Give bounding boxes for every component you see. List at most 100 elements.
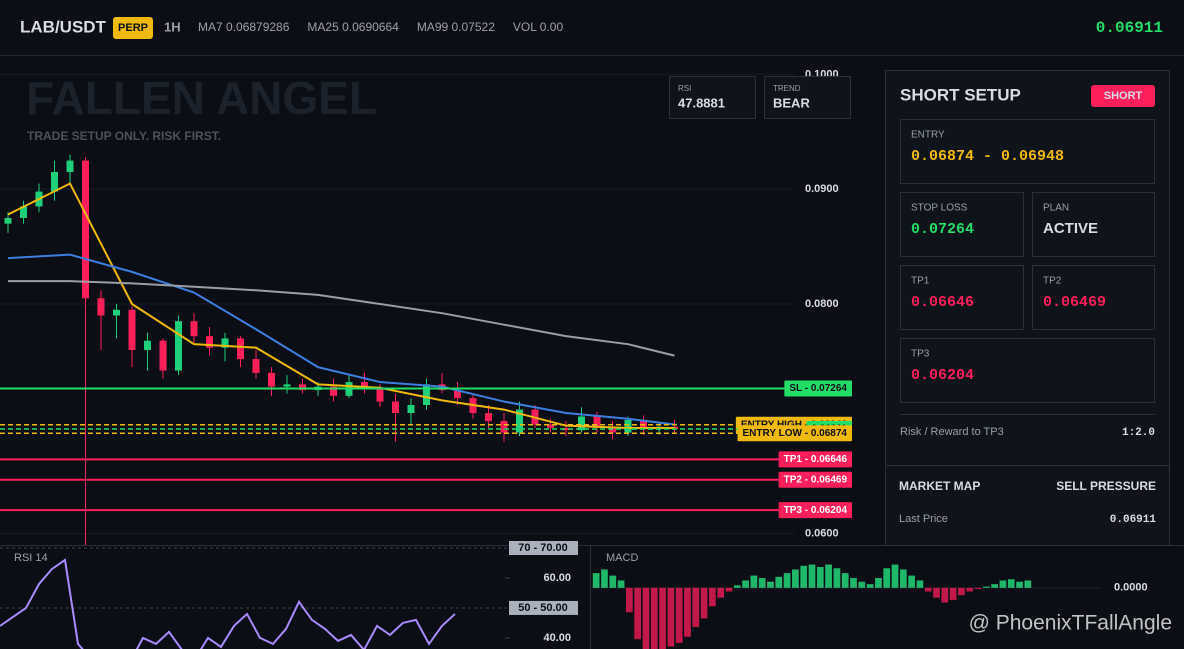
macd-bar (783, 573, 791, 588)
macd-bar (991, 584, 998, 588)
tp1-value: 0.06646 (911, 294, 974, 311)
level-tag (778, 502, 852, 519)
interval: 1H (164, 19, 181, 34)
level-tag (737, 425, 852, 442)
tp1-box (900, 265, 1024, 330)
candle-body (237, 338, 244, 360)
macd-bar (841, 573, 849, 588)
rsi-level-text: 50 - 50.00 (518, 602, 568, 614)
tp2-value: 0.06469 (1043, 294, 1106, 311)
candle-body (578, 416, 585, 431)
tp2-label: TP2 (1043, 276, 1062, 287)
stat-value: 47.8881 (678, 95, 725, 110)
level-tag-text: TP2 - 0.06469 (784, 474, 848, 485)
rsi-tick-label: 40.00 (543, 632, 571, 644)
level-tag-text: TP3 - 0.06204 (784, 505, 848, 516)
macd-bar (999, 580, 1007, 588)
stat-value: BEAR (773, 95, 810, 110)
candle-body (113, 309, 120, 316)
rsi-level-text: 70 - 70.00 (518, 542, 568, 554)
tp2-box (1032, 265, 1155, 330)
macd-bar (617, 580, 625, 588)
macd-bar (601, 569, 608, 588)
plan-label: PLAN (1043, 203, 1069, 214)
candle-body (547, 424, 554, 428)
macd-tick-label: 0.0000 (1114, 582, 1148, 594)
candle-body (376, 388, 384, 402)
rsi-level-tag (509, 600, 578, 615)
symbol: LAB/USDT (20, 17, 107, 36)
candle-body (562, 427, 570, 431)
candle-body (454, 390, 461, 399)
level-tag-text: ENTRY HIGH - 0.06948 (741, 419, 848, 430)
candle-body (97, 298, 105, 316)
candle-body (283, 384, 291, 387)
macd-bar (659, 587, 666, 649)
sl-label: STOP LOSS (911, 203, 968, 214)
level-tag-text: TP1 - 0.06646 (784, 454, 848, 465)
y-tick-label: 0.0600 (805, 527, 839, 539)
entry-box (900, 119, 1155, 184)
stat-box (669, 76, 756, 119)
macd-bar (916, 580, 924, 588)
rsi-level-tag (509, 540, 578, 555)
macd-bar (725, 587, 733, 592)
candle-body (392, 401, 399, 414)
macd-bar (792, 569, 799, 588)
candle-body (609, 427, 616, 433)
macd-bar (767, 581, 774, 588)
candle-body (252, 359, 260, 373)
macd-bar (609, 575, 617, 588)
macd-bar (974, 587, 982, 590)
macd-bar (866, 584, 874, 588)
market-title: MARKET MAP (899, 479, 980, 493)
rsi-line (0, 558, 456, 649)
y-tick-label: 0.0900 (805, 183, 839, 195)
macd-bar (875, 578, 882, 588)
macd-bar (850, 578, 857, 588)
market-row-value: 0.06911 (1110, 514, 1157, 526)
level-tag (784, 380, 852, 397)
macd-bar (667, 587, 675, 647)
candle-body (4, 217, 12, 224)
macd-bar (891, 564, 899, 588)
macd-title: MACD (606, 552, 638, 564)
candle-body (485, 413, 492, 422)
last-price: 0.06911 (1096, 19, 1163, 37)
indicator: VOL 0.00 (513, 20, 564, 34)
macd-bar (733, 585, 741, 588)
macd-bar (883, 568, 891, 588)
macd-bar (808, 564, 816, 588)
candle-body (407, 405, 415, 414)
macd-bar (758, 578, 766, 588)
macd-bar (1024, 580, 1032, 588)
stat-label: TREND (773, 84, 801, 93)
macd-bar (634, 587, 642, 640)
macd-bar (833, 568, 841, 588)
candle-body (299, 384, 306, 391)
watermark-title: FALLEN ANGEL (26, 72, 377, 124)
market-status: SELL PRESSURE (1056, 479, 1156, 493)
plan-box (1032, 192, 1155, 257)
perp-badge (113, 17, 153, 39)
indicator: MA7 0.06879286 (198, 20, 290, 34)
tp3-box (900, 338, 1155, 403)
macd-bar (675, 587, 683, 643)
moving-average (8, 280, 675, 357)
candle-body (175, 321, 182, 371)
macd-bar (924, 587, 932, 592)
macd-bar (958, 587, 965, 596)
short-badge-text: SHORT (1104, 90, 1143, 102)
macd-bar (933, 587, 940, 598)
level-tag-text: ENTRY LOW - 0.06874 (743, 428, 848, 439)
entry-value: 0.06874 - 0.06948 (911, 148, 1064, 165)
candle-body (516, 409, 523, 433)
macd-bar (626, 587, 633, 613)
macd-bar (858, 581, 866, 588)
macd-bar (750, 575, 758, 588)
candle-body (423, 384, 430, 405)
tp1-label: TP1 (911, 276, 930, 287)
rsi-tick-label: 60.00 (543, 572, 571, 584)
macd-bar (941, 587, 949, 603)
macd-bar (700, 587, 708, 619)
